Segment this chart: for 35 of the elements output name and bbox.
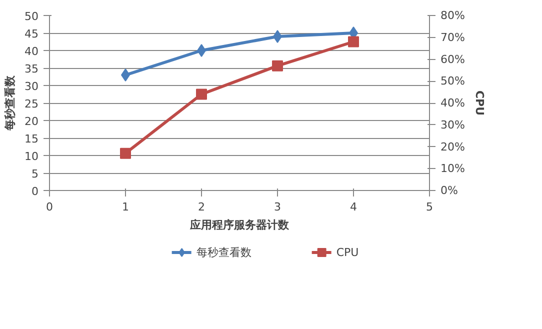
x-tick-label: 4 <box>350 200 357 214</box>
x-tick-label: 1 <box>122 200 129 214</box>
y2-axis-title: CPU <box>472 90 486 116</box>
point <box>196 88 207 100</box>
y2-tick-label: 50% <box>440 74 465 88</box>
y2-tick-label: 80% <box>440 9 465 22</box>
y-tick-label: 45 <box>24 28 39 40</box>
x-tick-label: 3 <box>274 200 281 214</box>
y-tick-label: 35 <box>24 62 39 76</box>
y-tick-label: 25 <box>24 98 39 110</box>
y-tick-label: 15 <box>24 132 39 146</box>
y2-tick-label: 70% <box>440 30 465 44</box>
y2-tick-label: 10% <box>440 162 465 176</box>
x-axis-title: 应用程序服务器计数 <box>189 218 290 232</box>
y-tick-label: 30 <box>24 80 39 93</box>
x-tick-label: 5 <box>426 200 433 214</box>
y2-tick-label: 30% <box>440 118 465 132</box>
y2-tick-label: 20% <box>440 140 465 154</box>
y2-tick-label: 0% <box>440 184 458 197</box>
x-tick-label: 0 <box>46 200 53 214</box>
point <box>120 148 131 159</box>
y-tick-label: 5 <box>32 168 38 180</box>
y-tick-label: 0 <box>32 185 38 198</box>
y-tick-label: 10 <box>24 150 39 163</box>
y2-tick-label: 60% <box>440 52 465 66</box>
y2-tick-label: 40% <box>440 96 465 110</box>
y-tick-label: 20 <box>24 115 39 128</box>
point <box>272 60 283 72</box>
x-tick-label: 2 <box>198 200 205 214</box>
y-axis-title: 每秒查看数 <box>4 74 17 132</box>
legend-label: 每秒查看数 <box>196 244 252 260</box>
legend-label: CPU <box>336 246 359 258</box>
y-tick-label: 40 <box>24 45 39 58</box>
y-tick-label: 50 <box>24 10 39 23</box>
point <box>348 36 359 48</box>
